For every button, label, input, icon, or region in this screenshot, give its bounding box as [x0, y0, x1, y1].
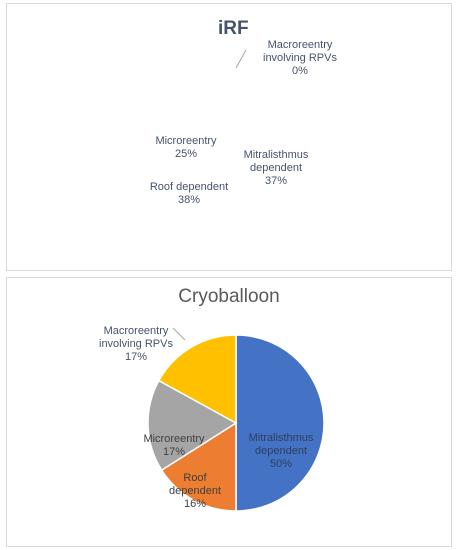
irf-leader-line: [235, 49, 247, 69]
cryo-label-microreentry-text: Microreentry: [143, 433, 205, 445]
cryo-label-microreentry: Microreentry 17%: [141, 420, 207, 472]
cryo-label-roof: Roof dependent 16%: [167, 459, 223, 524]
cryo-label-mitralisthmus: Mitralisthmus dependent 50%: [245, 419, 317, 484]
cryo-slice-0: [235, 334, 325, 512]
cryo-leader-line: [172, 327, 186, 341]
cryo-label-roof-text: Roof dependent: [169, 472, 221, 497]
irf-label-macroreentry: Macroreentry involving RPVs 0%: [245, 26, 355, 91]
irf-label-microreentry-text: Microreentry: [155, 135, 217, 147]
cryo-slice-1: [160, 421, 237, 512]
cryo-label-roof-pct: 16%: [183, 498, 207, 510]
cryo-label-mitralisthmus-pct: 50%: [269, 458, 293, 470]
irf-chart-title: iRF: [218, 18, 249, 39]
cryo-slice-3: [157, 334, 237, 425]
irf-label-microreentry: Microreentry 25%: [146, 122, 226, 174]
irf-label-roof-pct: 38%: [177, 194, 201, 206]
irf-label-mitralisthmus: Mitralisthmus dependent 37%: [237, 136, 315, 201]
cryo-label-macroreentry-text: Macroreentry involving RPVs: [99, 325, 173, 350]
cryo-label-microreentry-pct: 17%: [162, 446, 186, 458]
irf-label-mitralisthmus-text: Mitralisthmus dependent: [243, 149, 309, 174]
irf-label-microreentry-pct: 25%: [174, 148, 198, 160]
cryo-label-macroreentry: Macroreentry involving RPVs 17%: [91, 312, 181, 377]
irf-chart-svg: [235, 49, 247, 69]
irf-chart-panel: iRF Macroreentry involving RPVs 0% Micro…: [6, 3, 452, 271]
irf-label-roof: Roof dependent 38%: [147, 168, 231, 220]
cryo-label-macroreentry-pct: 17%: [124, 351, 148, 363]
cryo-label-mitralisthmus-text: Mitralisthmus dependent: [248, 432, 314, 457]
cryoballoon-slices: [147, 334, 325, 512]
cryoballoon-chart-panel: Cryoballoon Mitralisthmus dependent 50% …: [6, 277, 452, 547]
irf-label-macroreentry-text: Macroreentry involving RPVs: [263, 39, 337, 64]
irf-label-macroreentry-pct: 0%: [292, 65, 308, 77]
cryo-slice-2: [147, 379, 238, 472]
cryoballoon-chart-svg: [147, 327, 325, 512]
irf-label-mitralisthmus-pct: 37%: [264, 175, 288, 187]
cryoballoon-chart-title: Cryoballoon: [178, 286, 280, 307]
irf-label-roof-text: Roof dependent: [149, 181, 229, 193]
